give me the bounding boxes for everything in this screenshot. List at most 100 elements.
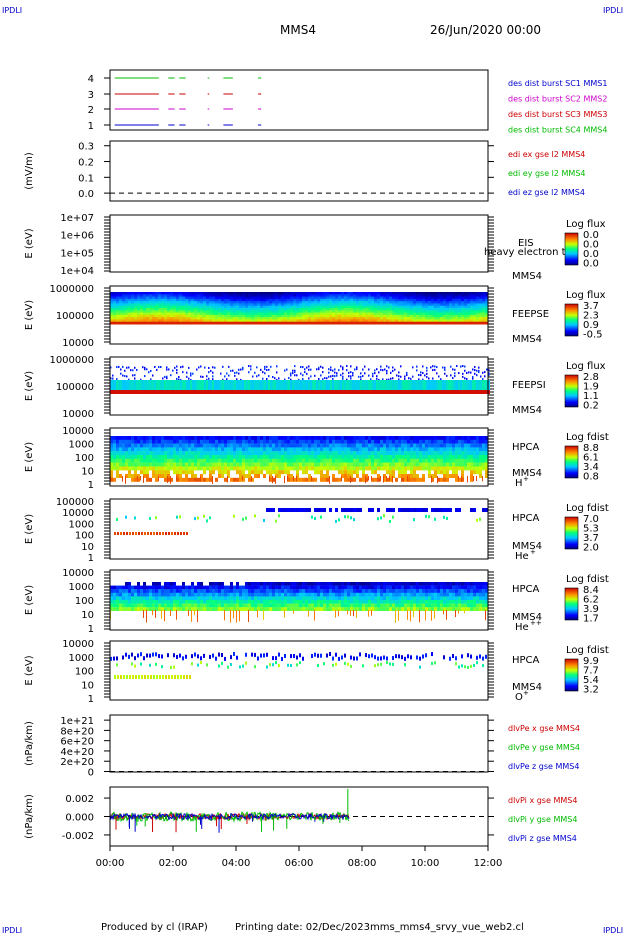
spectrogram-cell [390, 380, 392, 390]
spectrogram-cell [206, 459, 209, 463]
spectrogram-cell [312, 380, 314, 390]
spectrogram-cell [322, 390, 324, 394]
spectrogram-cell [275, 466, 278, 470]
spectrogram-cell [353, 518, 355, 521]
spectrogram-cell [218, 589, 221, 593]
spectrogram-cell [218, 322, 221, 325]
spectrogram-cell [192, 380, 194, 390]
spectrogram-cell [278, 463, 281, 467]
spectrogram-cell [122, 390, 124, 394]
spectrogram-cell [244, 380, 246, 390]
spectrogram-cell [318, 368, 320, 370]
spectrogram-cell [200, 607, 203, 611]
spectrogram-cell [332, 600, 335, 604]
spectrogram-cell [442, 390, 444, 394]
spectrogram-cell [152, 589, 155, 593]
spectrogram-cell [377, 478, 380, 482]
spectrogram-cell [299, 582, 302, 586]
spectrogram-cell [251, 596, 254, 600]
spectrogram-cell [292, 370, 294, 372]
spectrogram-cell [359, 444, 362, 448]
spectrogram-cell [230, 322, 233, 325]
spectrogram-cell [149, 455, 152, 459]
spectrogram-cell [227, 322, 230, 325]
spectrogram-cell [296, 604, 299, 608]
spectrogram-cell [364, 366, 366, 368]
spectrogram-cell [293, 455, 296, 459]
spectrogram-cell [374, 459, 377, 463]
spectrogram-cell [149, 459, 152, 463]
spectrogram-cell [126, 390, 128, 394]
spectrogram-cell [125, 444, 128, 448]
spectrogram-cell [434, 463, 437, 467]
spectrogram-cell [236, 604, 239, 608]
spectrogram-cell [160, 380, 162, 390]
spectrogram-cell [122, 447, 125, 451]
spectrogram-cell [278, 390, 280, 394]
spectrogram-cell [400, 390, 402, 394]
spectrogram-cell [128, 444, 131, 448]
spectrogram-cell [148, 390, 150, 394]
spectrogram-cell [380, 436, 383, 440]
spectrogram-cell [212, 380, 214, 390]
spectrogram-cell [317, 470, 320, 474]
spectrogram-cell [164, 596, 167, 600]
spectrogram-cell [260, 600, 263, 604]
spectrogram-cell [380, 516, 382, 519]
spectrogram-cell [368, 322, 371, 325]
spectrogram-cell [254, 582, 257, 586]
spectrogram-cell [296, 470, 299, 474]
spectrogram-cell [128, 455, 131, 459]
spectrogram-cell [125, 593, 128, 597]
spectrogram-cell [300, 366, 302, 368]
spectrogram-cell [305, 478, 308, 482]
spectrogram-cell [266, 451, 269, 455]
spectrogram-cell [478, 367, 480, 369]
spectrogram-cell [400, 365, 402, 367]
spectrogram-cell [258, 390, 260, 394]
spectrogram-cell [178, 380, 180, 390]
spectrogram-cell [458, 322, 461, 325]
spectrogram-cell [398, 455, 401, 459]
spectrogram-cell [358, 390, 360, 394]
spectrogram-cell [335, 478, 338, 482]
spectrogram-cell [422, 474, 425, 478]
spectrogram-cell [209, 436, 212, 440]
spectrogram-cell [182, 459, 185, 463]
spectrogram-cell [185, 586, 188, 590]
spectrogram-cell [167, 436, 170, 440]
spectrogram-cell [302, 322, 305, 325]
spectrogram-cell [197, 322, 200, 325]
spectrogram-cell [251, 582, 254, 586]
spectrogram-cell [328, 390, 330, 394]
spectrogram-cell [257, 463, 260, 467]
spectrogram-cell [152, 582, 155, 586]
spectrogram-cell [292, 380, 294, 390]
spectrogram-cell [396, 374, 398, 376]
spectrogram-cell [425, 444, 428, 448]
spectrogram-cell [251, 476, 252, 482]
spectrogram-cell [413, 447, 416, 451]
spectrogram-cell [302, 447, 305, 451]
spectrogram-cell [125, 476, 126, 484]
spectrogram-cell [164, 470, 167, 474]
spectrogram-cell [152, 455, 155, 459]
spectrogram-cell [462, 380, 464, 390]
spectrogram-cell [122, 440, 125, 444]
spectrogram-cell [212, 455, 215, 459]
spectrogram-cell [149, 447, 152, 451]
spectrogram-cell [398, 508, 401, 512]
colorbar-title: Log fdist [566, 432, 609, 443]
spectrogram-cell [428, 380, 430, 390]
spectrogram-cell [461, 463, 464, 467]
spectrogram-cell [473, 444, 476, 448]
spectrogram-cell [264, 390, 266, 394]
spectrogram-cell [206, 600, 209, 604]
spectrogram-cell [374, 322, 377, 325]
spectrogram-cell [114, 532, 116, 535]
spectrogram-cell [131, 604, 134, 608]
spectrogram-cell [203, 459, 206, 463]
spectrogram-cell [329, 436, 332, 440]
spectrogram-cell [388, 390, 390, 394]
